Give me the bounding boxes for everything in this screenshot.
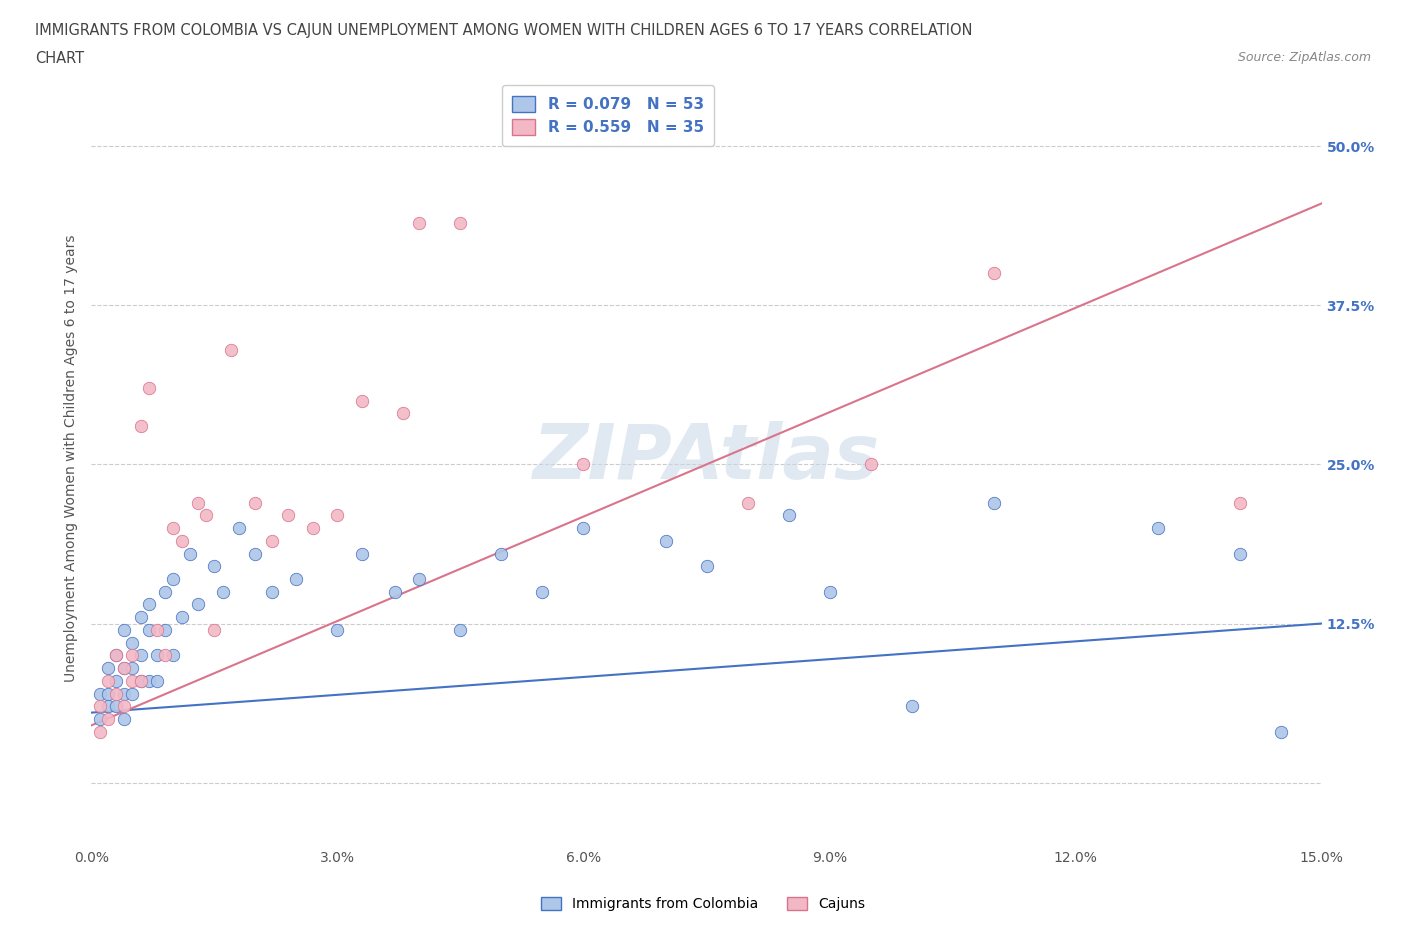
Point [112, 711, 135, 726]
Point [129, 673, 152, 688]
Point [121, 635, 143, 650]
Point [138, 380, 160, 395]
Point [170, 533, 193, 548]
Point [146, 648, 169, 663]
Text: Source: ZipAtlas.com: Source: ZipAtlas.com [1237, 51, 1371, 64]
Point [121, 673, 143, 688]
Point [195, 508, 218, 523]
Point [105, 648, 127, 663]
Point [153, 648, 177, 663]
Point [129, 673, 152, 688]
Point [170, 610, 193, 625]
Point [1146, 521, 1168, 536]
Point [202, 622, 225, 637]
Point [97, 660, 120, 675]
Point [491, 546, 513, 561]
Point [1229, 546, 1251, 561]
Point [153, 622, 177, 637]
Y-axis label: Unemployment Among Women with Children Ages 6 to 17 years: Unemployment Among Women with Children A… [65, 234, 79, 682]
Text: IMMIGRANTS FROM COLOMBIA VS CAJUN UNEMPLOYMENT AMONG WOMEN WITH CHILDREN AGES 6 : IMMIGRANTS FROM COLOMBIA VS CAJUN UNEMPL… [35, 23, 973, 38]
Point [352, 393, 374, 408]
Point [138, 597, 160, 612]
Point [112, 660, 135, 675]
Legend: R = 0.079   N = 53, R = 0.559   N = 35: R = 0.079 N = 53, R = 0.559 N = 35 [502, 86, 714, 146]
Point [983, 266, 1005, 281]
Point [162, 521, 184, 536]
Point [153, 584, 177, 599]
Point [245, 546, 267, 561]
Point [105, 673, 127, 688]
Point [301, 521, 323, 536]
Point [285, 572, 308, 587]
Point [260, 533, 283, 548]
Point [695, 559, 717, 574]
Point [138, 622, 160, 637]
Point [105, 686, 127, 701]
Point [187, 597, 209, 612]
Point [89, 711, 111, 726]
Point [352, 546, 374, 561]
Point [121, 660, 143, 675]
Point [202, 559, 225, 574]
Point [138, 673, 160, 688]
Point [572, 457, 595, 472]
Point [211, 584, 233, 599]
Point [187, 495, 209, 510]
Point [112, 660, 135, 675]
Point [326, 622, 349, 637]
Point [179, 546, 201, 561]
Point [654, 533, 676, 548]
Point [105, 648, 127, 663]
Text: CHART: CHART [35, 51, 84, 66]
Point [112, 686, 135, 701]
Point [326, 508, 349, 523]
Point [408, 215, 430, 230]
Point [1229, 495, 1251, 510]
Point [105, 698, 127, 713]
Point [162, 572, 184, 587]
Point [277, 508, 299, 523]
Point [572, 521, 595, 536]
Point [392, 406, 415, 421]
Point [531, 584, 554, 599]
Point [162, 648, 184, 663]
Point [89, 686, 111, 701]
Point [97, 686, 120, 701]
Point [1270, 724, 1292, 739]
Point [228, 521, 250, 536]
Point [97, 673, 120, 688]
Point [129, 648, 152, 663]
Point [112, 622, 135, 637]
Point [818, 584, 841, 599]
Point [778, 508, 800, 523]
Point [260, 584, 283, 599]
Point [983, 495, 1005, 510]
Point [449, 622, 471, 637]
Point [121, 686, 143, 701]
Point [89, 698, 111, 713]
Point [146, 673, 169, 688]
Point [97, 711, 120, 726]
Point [146, 622, 169, 637]
Point [219, 342, 242, 357]
Point [408, 572, 430, 587]
Legend: Immigrants from Colombia, Cajuns: Immigrants from Colombia, Cajuns [534, 891, 872, 919]
Point [859, 457, 882, 472]
Point [245, 495, 267, 510]
Point [129, 418, 152, 433]
Point [737, 495, 759, 510]
Point [384, 584, 406, 599]
Point [900, 698, 922, 713]
Point [449, 215, 471, 230]
Point [129, 610, 152, 625]
Point [97, 698, 120, 713]
Text: ZIPAtlas: ZIPAtlas [533, 421, 880, 495]
Point [89, 724, 111, 739]
Point [121, 648, 143, 663]
Point [112, 698, 135, 713]
